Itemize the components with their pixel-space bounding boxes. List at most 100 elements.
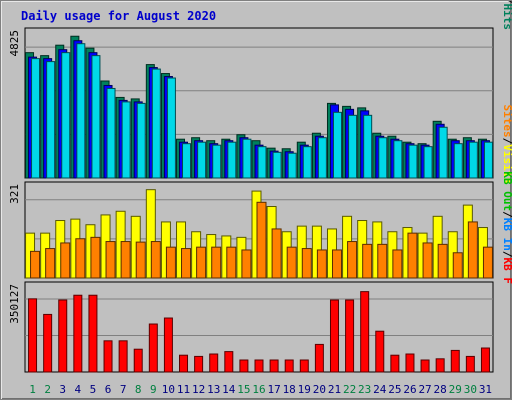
bar-kb-f-day-12 <box>194 355 204 373</box>
panel-middle-max-label: 321 <box>8 184 21 204</box>
legend-item: Sites <box>501 105 512 138</box>
day-label-16: 16 <box>252 383 265 396</box>
bar-pages-day-10 <box>166 77 176 179</box>
bar-pages-day-19 <box>302 146 312 179</box>
bar-kb-f-day-18 <box>284 359 294 373</box>
bar-kb-f-day-15 <box>239 359 249 373</box>
day-label-7: 7 <box>120 383 127 396</box>
bar-pages-day-21 <box>332 111 342 179</box>
bar-sites-day-22 <box>347 241 358 279</box>
bar-sites-day-7 <box>120 241 131 279</box>
bar-sites-day-15 <box>241 249 252 279</box>
bar-pages-day-17 <box>272 151 282 179</box>
bar-sites-day-2 <box>45 248 56 279</box>
panel-top-legend: Pages/Files/Hits <box>501 1 512 30</box>
bar-pages-day-3 <box>61 52 71 179</box>
bar-sites-day-25 <box>392 249 403 279</box>
bar-pages-day-29 <box>453 143 463 179</box>
bar-sites-day-14 <box>226 246 237 279</box>
day-label-29: 29 <box>449 383 462 396</box>
day-label-22: 22 <box>343 383 356 396</box>
legend-separator: / <box>501 211 512 218</box>
bar-kb-f-day-27 <box>420 359 430 373</box>
day-label-26: 26 <box>403 383 416 396</box>
bar-pages-day-13 <box>212 144 222 179</box>
day-label-30: 30 <box>464 383 477 396</box>
bar-sites-day-4 <box>75 238 86 279</box>
panel-top: 4825 Pages/Files/Hits <box>8 1 512 179</box>
day-label-1: 1 <box>29 383 36 396</box>
bar-pages-day-28 <box>438 126 448 179</box>
bar-kb-f-day-28 <box>435 358 445 373</box>
day-label-27: 27 <box>418 383 431 396</box>
bar-kb-f-day-23 <box>360 291 370 373</box>
bar-pages-day-20 <box>317 137 327 179</box>
day-label-9: 9 <box>150 383 157 396</box>
bar-kb-f-day-7 <box>118 340 128 373</box>
bar-sites-day-5 <box>90 236 101 279</box>
bar-kb-f-day-3 <box>58 299 68 373</box>
bar-sites-day-18 <box>286 246 297 279</box>
bar-sites-day-24 <box>377 243 388 279</box>
bar-sites-day-29 <box>452 252 463 279</box>
legend-item: Visits <box>501 144 512 184</box>
bar-sites-day-13 <box>211 246 222 279</box>
day-label-2: 2 <box>44 383 51 396</box>
bar-sites-day-28 <box>437 243 448 279</box>
chart-title: Daily usage for August 2020 <box>21 9 216 23</box>
bar-kb-f-day-10 <box>163 317 173 373</box>
legend-item: Hits <box>501 4 512 31</box>
bar-pages-day-25 <box>393 140 403 179</box>
bar-sites-day-8 <box>135 241 146 279</box>
legend-separator: / <box>501 1 512 4</box>
bar-kb-f-day-6 <box>103 340 113 373</box>
bar-pages-day-7 <box>121 101 131 179</box>
bar-kb-f-day-30 <box>465 355 475 373</box>
bar-pages-day-8 <box>136 102 146 179</box>
legend-item: KB In <box>501 218 512 251</box>
bar-sites-day-30 <box>467 221 478 279</box>
day-label-21: 21 <box>328 383 341 396</box>
day-label-31: 31 <box>479 383 492 396</box>
bar-sites-day-23 <box>362 243 373 279</box>
bar-kb-f-day-19 <box>299 359 309 373</box>
bar-pages-day-4 <box>76 43 86 179</box>
day-label-14: 14 <box>222 383 236 396</box>
bar-sites-day-12 <box>196 246 207 279</box>
day-label-20: 20 <box>313 383 326 396</box>
bar-kb-f-day-2 <box>43 313 53 373</box>
bar-sites-day-3 <box>60 242 71 279</box>
bar-sites-day-20 <box>316 249 327 279</box>
bar-sites-day-31 <box>482 246 493 279</box>
bar-sites-day-16 <box>256 201 267 279</box>
bar-kb-f-day-20 <box>314 343 324 373</box>
day-label-4: 4 <box>75 383 82 396</box>
day-labels: 1 2 3 4 5 6 7 8 9 10 11 12 13 14 15 16 17 18 19 20 21 22 23 24 2… <box>29 383 492 396</box>
bar-kb-f-day-8 <box>133 348 143 373</box>
panel-bottom-legend: KB Out/KB In/KB F <box>501 171 512 284</box>
bar-sites-day-26 <box>407 232 418 279</box>
bar-pages-day-1 <box>31 58 41 179</box>
bar-pages-day-16 <box>257 146 267 179</box>
bar-pages-day-6 <box>106 87 116 179</box>
day-label-28: 28 <box>434 383 447 396</box>
legend-separator: / <box>501 138 512 145</box>
day-label-18: 18 <box>283 383 296 396</box>
bar-kb-f-day-13 <box>209 353 219 373</box>
bar-kb-f-day-29 <box>450 349 460 373</box>
panel-top-max-label: 4825 <box>8 30 21 57</box>
bar-pages-day-30 <box>468 141 478 179</box>
bar-sites-day-11 <box>181 248 192 279</box>
day-label-11: 11 <box>177 383 190 396</box>
bar-pages-day-2 <box>46 61 56 179</box>
chart-panels: 4825Pages/Files/Hits321Sites/Visits35012… <box>8 1 512 373</box>
bar-pages-day-18 <box>287 152 297 179</box>
bar-kb-f-day-25 <box>390 354 400 373</box>
legend-separator: / <box>501 251 512 258</box>
bar-kb-f-day-26 <box>405 353 415 373</box>
bar-pages-day-24 <box>378 137 388 179</box>
bar-pages-day-12 <box>197 141 207 179</box>
